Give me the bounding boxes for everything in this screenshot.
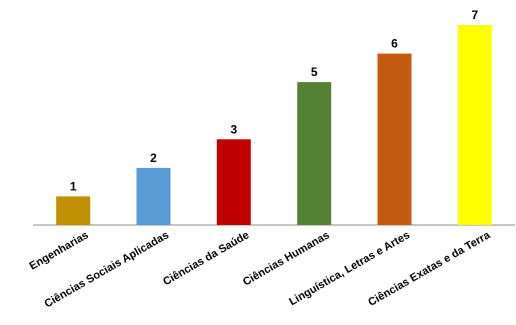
bar-value-label: 1: [70, 179, 77, 193]
bars-layer: [56, 25, 492, 225]
bar-2: [136, 167, 171, 225]
bar-6: [457, 25, 492, 225]
bar-value-label: 7: [471, 8, 478, 22]
bar-1: [56, 196, 91, 225]
bar-value-label: 6: [391, 37, 398, 51]
bar-4: [297, 82, 332, 225]
category-label: Ciências da Saúde: [161, 229, 251, 288]
value-labels-layer: 1 2 3 5 6 7: [70, 8, 479, 193]
bar-value-label: 2: [150, 151, 157, 165]
bar-5: [377, 53, 412, 225]
category-label: Engenharias: [28, 229, 91, 272]
bar-value-label: 5: [311, 65, 318, 79]
bar-3: [216, 139, 251, 225]
bar-value-label: 3: [230, 122, 237, 136]
